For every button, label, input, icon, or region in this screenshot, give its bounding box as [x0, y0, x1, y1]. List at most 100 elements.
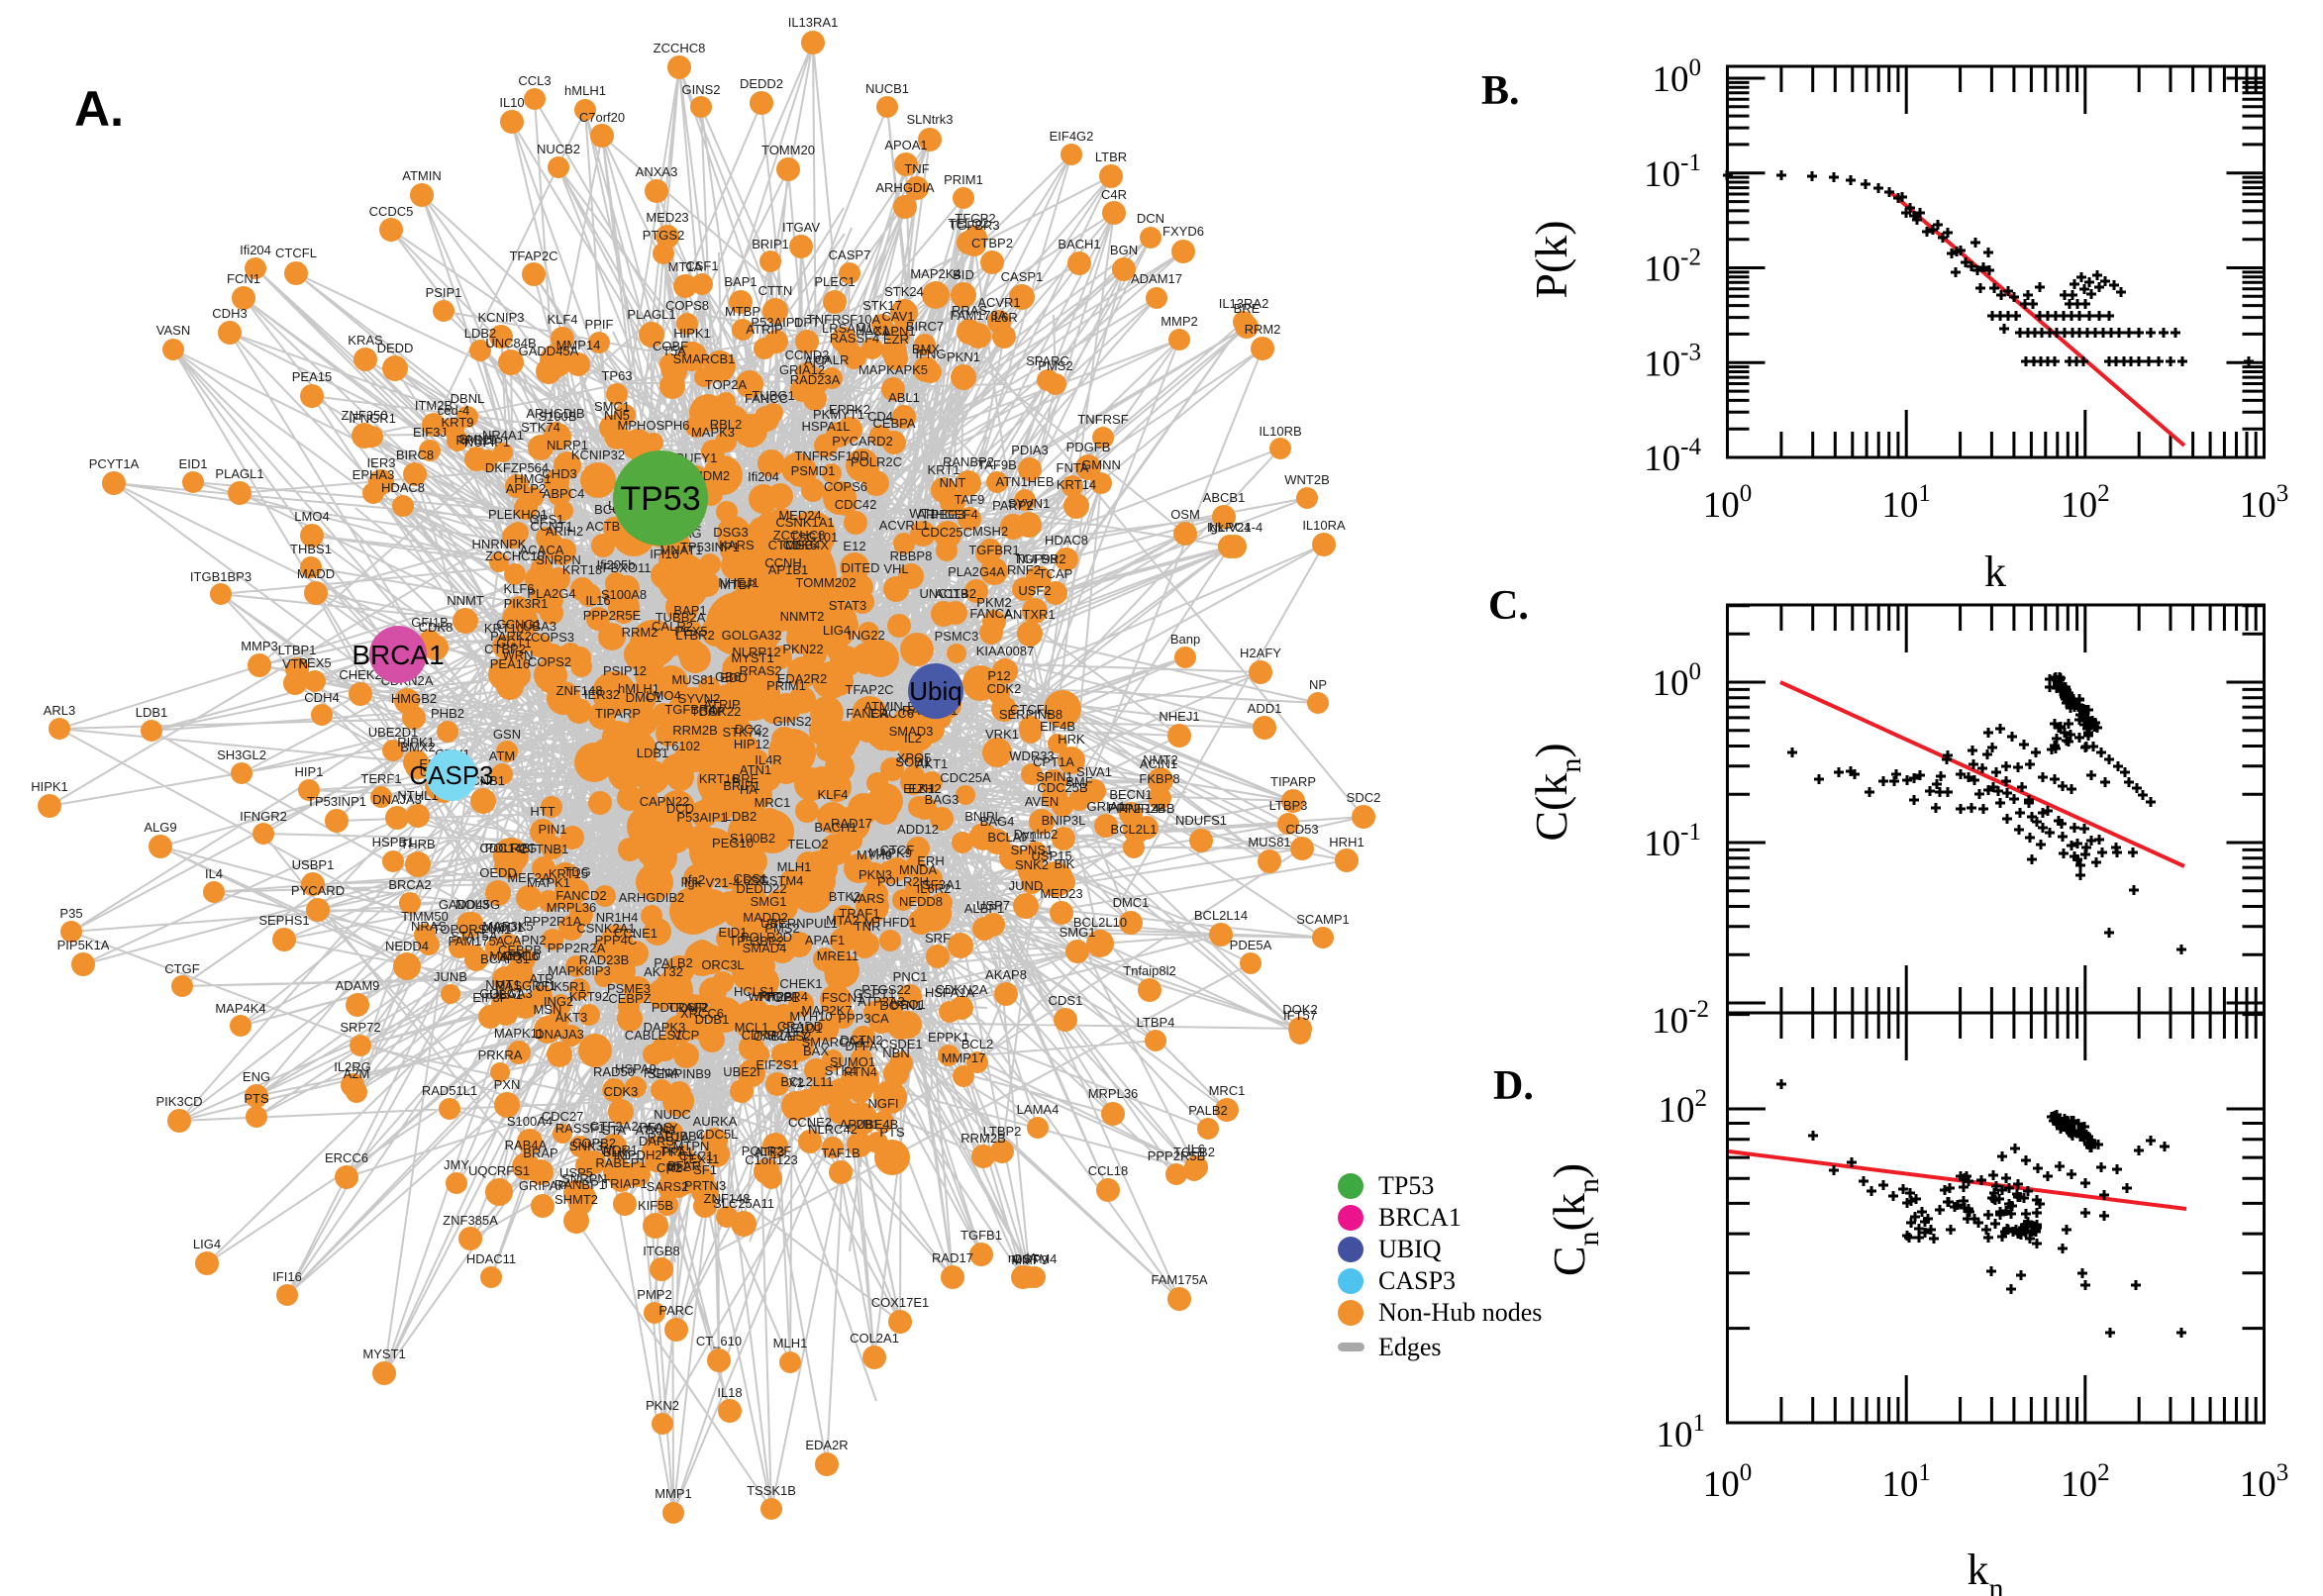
svg-text:IL2: IL2 — [904, 731, 922, 746]
svg-text:BLK: BLK — [603, 1145, 628, 1159]
svg-text:PEA16: PEA16 — [490, 656, 530, 671]
svg-text:USO1: USO1 — [890, 997, 925, 1012]
svg-text:LTBR: LTBR — [1095, 150, 1127, 164]
svg-text:BIK: BIK — [1055, 856, 1075, 871]
svg-text:ZNF350: ZNF350 — [342, 408, 388, 423]
svg-text:JUNB: JUNB — [434, 969, 467, 984]
svg-text:P53AIP1: P53AIP1 — [751, 315, 801, 330]
svg-text:RABEP1: RABEP1 — [595, 1155, 646, 1170]
svg-text:KIF5B: KIF5B — [638, 1198, 673, 1213]
svg-text:MLH1: MLH1 — [773, 1336, 808, 1350]
svg-text:Igk-V21-4: Igk-V21-4 — [1207, 520, 1262, 535]
svg-text:CAPN2: CAPN2 — [503, 933, 546, 948]
svg-text:MTPN: MTPN — [673, 1139, 710, 1153]
svg-text:LRSAM1: LRSAM1 — [822, 321, 873, 336]
svg-text:DCTN1: DCTN1 — [879, 998, 922, 1013]
svg-text:PIM1: PIM1 — [481, 922, 511, 937]
svg-text:GSTM4: GSTM4 — [759, 873, 804, 888]
svg-text:LAMA4: LAMA4 — [1017, 1102, 1060, 1117]
svg-text:MMP14: MMP14 — [556, 338, 601, 352]
svg-text:kn: kn — [1968, 1546, 2004, 1596]
svg-text:MAPK10: MAPK10 — [489, 948, 540, 963]
svg-text:HRH1: HRH1 — [1329, 835, 1364, 849]
svg-text:LTBP3: LTBP3 — [1269, 798, 1308, 813]
svg-text:POLR2C: POLR2C — [851, 454, 902, 469]
svg-text:ERCC6: ERCC6 — [325, 1150, 368, 1165]
svg-text:MYH9: MYH9 — [857, 848, 892, 862]
svg-text:BAP1: BAP1 — [673, 603, 706, 618]
svg-text:CCNG1: CCNG1 — [496, 617, 542, 632]
svg-text:DEDD2: DEDD2 — [740, 76, 783, 91]
svg-text:KRT15: KRT15 — [549, 866, 588, 881]
svg-text:SMARCA4: SMARCA4 — [802, 1035, 864, 1049]
svg-text:DAPK3: DAPK3 — [644, 1020, 686, 1035]
svg-text:COPS2: COPS2 — [528, 654, 571, 669]
svg-text:PKN2: PKN2 — [646, 1398, 679, 1413]
svg-text:GOLGA3: GOLGA3 — [479, 986, 532, 1001]
svg-text:ANXA3: ANXA3 — [636, 164, 678, 179]
svg-text:PNC1: PNC1 — [893, 969, 928, 984]
svg-text:MSH2: MSH2 — [972, 524, 1008, 539]
svg-text:RAB4A: RAB4A — [505, 1138, 548, 1152]
svg-text:GPS1: GPS1 — [530, 512, 564, 527]
svg-text:SRF: SRF — [925, 931, 951, 946]
svg-text:PIN1: PIN1 — [539, 822, 567, 837]
svg-text:COPS6: COPS6 — [824, 479, 867, 494]
svg-text:HIPK1: HIPK1 — [673, 326, 711, 341]
svg-text:CTCFL: CTCFL — [1010, 702, 1052, 717]
svg-text:Edges: Edges — [1378, 1333, 1442, 1361]
svg-text:TP53: TP53 — [620, 480, 700, 518]
svg-text:EID1: EID1 — [179, 456, 208, 471]
svg-text:EDA2R: EDA2R — [805, 1438, 848, 1452]
svg-text:Banp: Banp — [1170, 632, 1200, 647]
svg-text:PLEC1: PLEC1 — [814, 274, 855, 289]
svg-text:MAPK1: MAPK1 — [527, 875, 570, 890]
svg-text:PARP2: PARP2 — [992, 498, 1034, 513]
svg-text:ELK1: ELK1 — [903, 781, 935, 796]
svg-text:A2M: A2M — [344, 1066, 370, 1081]
svg-text:B.: B. — [1481, 68, 1520, 114]
svg-text:ABPC4: ABPC4 — [543, 486, 585, 501]
svg-text:CDK3: CDK3 — [604, 1084, 639, 1099]
svg-text:RAD23A: RAD23A — [790, 372, 841, 387]
svg-text:APP: APP — [804, 353, 830, 368]
svg-text:STK24: STK24 — [884, 284, 924, 299]
svg-text:CDS1: CDS1 — [1049, 993, 1083, 1008]
svg-text:SNRPN: SNRPN — [536, 552, 581, 567]
svg-text:HNRNPK: HNRNPK — [472, 537, 527, 551]
svg-text:TRIAP1: TRIAP1 — [602, 1176, 648, 1191]
svg-text:PDE5A: PDE5A — [1230, 938, 1272, 952]
svg-text:ADAM17: ADAM17 — [1131, 271, 1182, 286]
svg-text:IER32: IER32 — [584, 687, 620, 702]
svg-text:LTBR2: LTBR2 — [675, 628, 715, 643]
svg-text:TGFB2: TGFB2 — [1173, 1145, 1215, 1159]
svg-text:HTT: HTT — [530, 804, 555, 819]
svg-text:DOK22: DOK22 — [699, 704, 742, 719]
svg-text:CASP7: CASP7 — [829, 248, 871, 262]
svg-text:RRM2: RRM2 — [1245, 322, 1281, 337]
svg-text:TRAF1: TRAF1 — [839, 906, 879, 921]
svg-text:CRADD: CRADD — [777, 1019, 823, 1034]
svg-text:VARS: VARS — [851, 891, 885, 906]
svg-text:PTS: PTS — [879, 1125, 905, 1140]
svg-text:CDC25B: CDC25B — [1037, 780, 1087, 795]
svg-text:LDB2: LDB2 — [464, 326, 497, 341]
svg-text:P12: P12 — [987, 668, 1010, 683]
svg-text:MADD: MADD — [297, 566, 335, 581]
svg-text:BRAP: BRAP — [523, 1146, 557, 1160]
svg-text:TOPORS: TOPORS — [433, 922, 487, 937]
svg-text:BCL2L11: BCL2L11 — [780, 1074, 833, 1089]
svg-text:EDA2R2: EDA2R2 — [777, 671, 828, 686]
svg-text:MRPL36: MRPL36 — [1088, 1086, 1139, 1101]
svg-text:IL2RG: IL2RG — [334, 1059, 371, 1074]
svg-text:CDK2: CDK2 — [987, 681, 1022, 696]
svg-text:CDH4: CDH4 — [304, 690, 339, 705]
svg-text:C7orf20: C7orf20 — [579, 110, 625, 125]
svg-text:IFI16: IFI16 — [272, 1269, 302, 1284]
svg-text:NEDD4: NEDD4 — [385, 939, 429, 953]
svg-text:COL2A1: COL2A1 — [850, 1331, 899, 1346]
svg-text:CABLES1: CABLES1 — [625, 1028, 683, 1043]
svg-text:IL18: IL18 — [717, 1385, 742, 1400]
svg-text:RAB1A: RAB1A — [648, 1130, 690, 1145]
svg-text:TNR: TNR — [855, 919, 881, 934]
